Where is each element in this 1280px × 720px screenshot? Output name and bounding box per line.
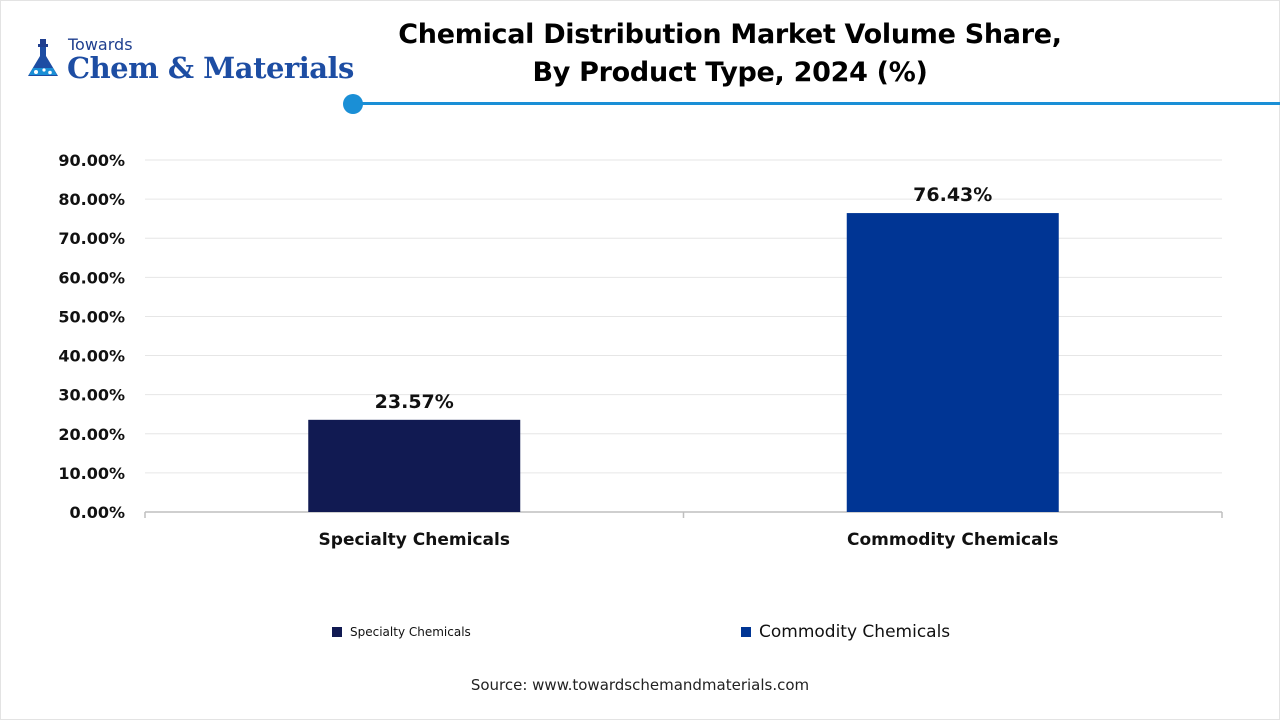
bar-value-label: 23.57% [375, 391, 454, 413]
title-rule [353, 102, 1280, 105]
y-tick-label: 0.00% [69, 503, 125, 522]
brand-towards: Towards [68, 35, 133, 54]
flask-molecule-icon [28, 39, 58, 76]
bar [846, 213, 1059, 512]
y-tick-label: 30.00% [58, 386, 125, 405]
legend-label-commodity: Commodity Chemicals [759, 622, 951, 642]
legend-entry-specialty: Specialty Chemicals [332, 620, 471, 644]
x-tick-label: Specialty Chemicals [319, 530, 510, 550]
y-tick-label: 40.00% [58, 347, 125, 366]
legend-swatch-specialty [332, 627, 342, 637]
bar-value-label: 76.43% [913, 184, 992, 206]
y-tick-label: 70.00% [58, 229, 125, 248]
source-note: Source: www.towardschemandmaterials.com [470, 676, 810, 694]
y-tick-label: 50.00% [58, 307, 125, 326]
title-rule-dot [343, 94, 363, 114]
legend-label-specialty: Specialty Chemicals [350, 625, 471, 639]
legend-entry-commodity: Commodity Chemicals [741, 620, 950, 644]
y-tick-label: 10.00% [58, 464, 125, 483]
legend-swatch-commodity [741, 627, 751, 637]
y-tick-label: 60.00% [58, 268, 125, 287]
y-tick-label: 80.00% [58, 190, 125, 209]
bar [308, 419, 521, 512]
y-tick-label: 90.00% [58, 151, 125, 170]
chart-title-line1: Chemical Distribution Market Volume Shar… [398, 19, 1062, 50]
bar-chart: 0.00% 10.00% 20.00% 30.00% 40.00% 50.00% 60.00… [58, 151, 1223, 550]
brand-name: Chem & Materials [67, 51, 354, 85]
chart-title-line2: By Product Type, 2024 (%) [532, 57, 928, 88]
brand-logo: Towards Chem & Materials [22, 34, 354, 90]
chart-title: Chemical Distribution Market Volume Shar… [380, 16, 1080, 92]
y-tick-label: 20.00% [58, 425, 125, 444]
x-tick-label: Commodity Chemicals [847, 530, 1059, 550]
